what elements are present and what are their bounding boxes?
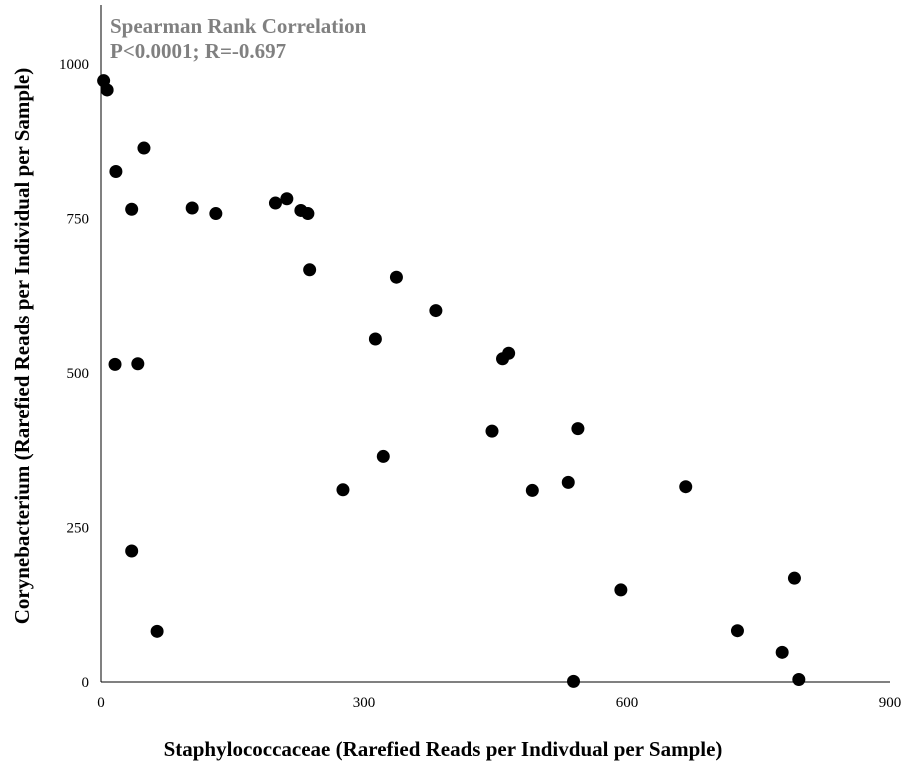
x-tick-label: 300 — [353, 695, 376, 711]
data-point — [567, 674, 581, 688]
x-axis-title: Staphylococcaceae (Rarefied Reads per In… — [164, 737, 723, 761]
annotation-line-1: Spearman Rank Correlation — [110, 14, 367, 38]
y-tick-label: 0 — [82, 675, 90, 691]
data-point — [303, 263, 317, 277]
data-point — [787, 571, 801, 585]
y-axis-title: Corynebacterium (Rarefied Reads per Indi… — [10, 68, 34, 625]
data-point — [131, 357, 145, 371]
y-tick-label: 750 — [67, 212, 90, 228]
data-point — [485, 424, 499, 438]
data-point — [376, 449, 390, 463]
data-point — [336, 483, 350, 497]
data-point — [561, 475, 575, 489]
data-point — [109, 165, 123, 179]
data-point — [429, 304, 443, 318]
y-tick-label: 500 — [67, 366, 90, 382]
data-point — [150, 624, 164, 638]
data-point — [614, 583, 628, 597]
annotation-line-2: P<0.0001; R=-0.697 — [110, 39, 286, 63]
data-point — [280, 192, 294, 206]
data-point — [301, 207, 315, 221]
data-point — [100, 83, 114, 97]
data-point — [125, 544, 139, 558]
x-tick-label: 0 — [97, 695, 105, 711]
data-point — [792, 673, 806, 687]
data-point — [185, 201, 199, 215]
data-point — [389, 270, 403, 284]
data-point — [502, 346, 516, 360]
y-axis-ticks: 0 250 500 750 1000 — [59, 57, 89, 691]
data-point — [775, 645, 789, 659]
y-tick-label: 250 — [67, 521, 90, 537]
data-point — [525, 483, 539, 497]
x-tick-label: 900 — [879, 695, 902, 711]
data-point — [368, 332, 382, 346]
data-point — [108, 357, 122, 371]
data-point — [125, 202, 139, 216]
y-tick-label: 1000 — [59, 57, 89, 73]
x-tick-label: 600 — [616, 695, 639, 711]
data-point — [268, 196, 282, 210]
x-axis-ticks: 0 300 600 900 — [97, 695, 901, 711]
data-point — [571, 422, 585, 436]
data-point — [137, 141, 151, 155]
data-point — [209, 207, 223, 221]
data-point — [730, 624, 744, 638]
data-points — [97, 74, 806, 688]
data-point — [679, 480, 693, 494]
